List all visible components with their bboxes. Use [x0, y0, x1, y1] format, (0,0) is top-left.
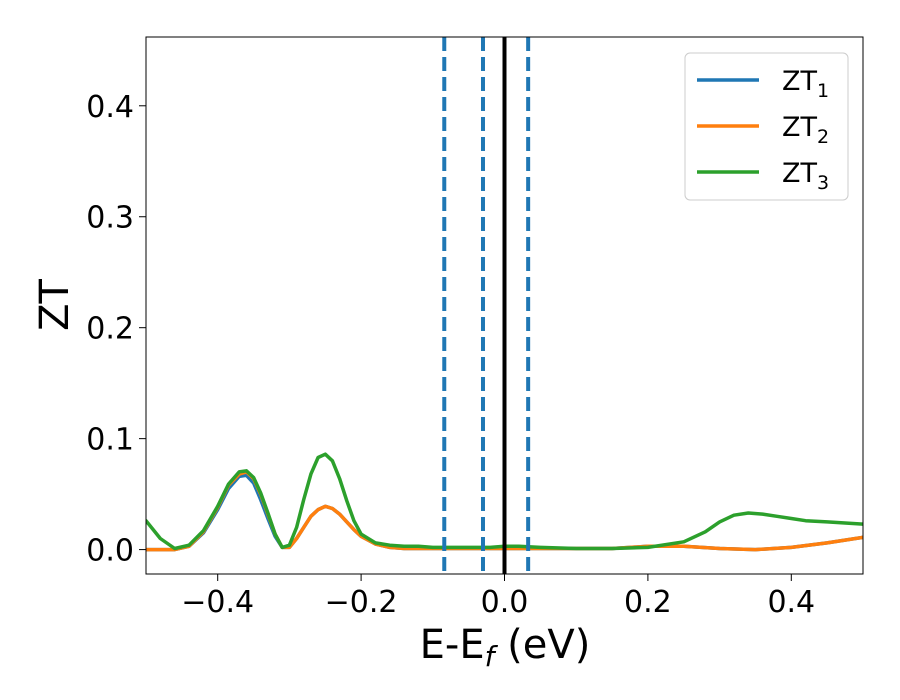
x-axis-label-main: E-E: [420, 622, 485, 668]
x-tick-label: 0.0: [481, 585, 529, 620]
x-axis-label: E-Ef (eV): [420, 622, 591, 673]
x-tick-label: −0.4: [181, 585, 254, 620]
legend-box: [684, 52, 849, 201]
x-tick-label: −0.2: [325, 585, 398, 620]
y-tick-label: 0.2: [86, 312, 134, 347]
y-tick-label: 0.0: [86, 534, 134, 569]
legend-entry: ZT3: [782, 158, 829, 194]
y-tick-label: 0.1: [86, 423, 134, 458]
y-tick-label: 0.4: [86, 90, 134, 125]
y-tick-label: 0.3: [86, 201, 134, 236]
x-tick-label: 0.2: [624, 585, 672, 620]
x-axis-label-rest: (eV): [494, 622, 590, 668]
series-line-zt3: [146, 452, 863, 551]
y-axis-label: ZT: [32, 279, 78, 331]
x-tick-label: 0.4: [767, 585, 815, 620]
legend: ZT1 ZT2 ZT3: [684, 52, 849, 201]
legend-entry: ZT2: [782, 112, 829, 148]
legend-entry: ZT1: [782, 66, 829, 102]
